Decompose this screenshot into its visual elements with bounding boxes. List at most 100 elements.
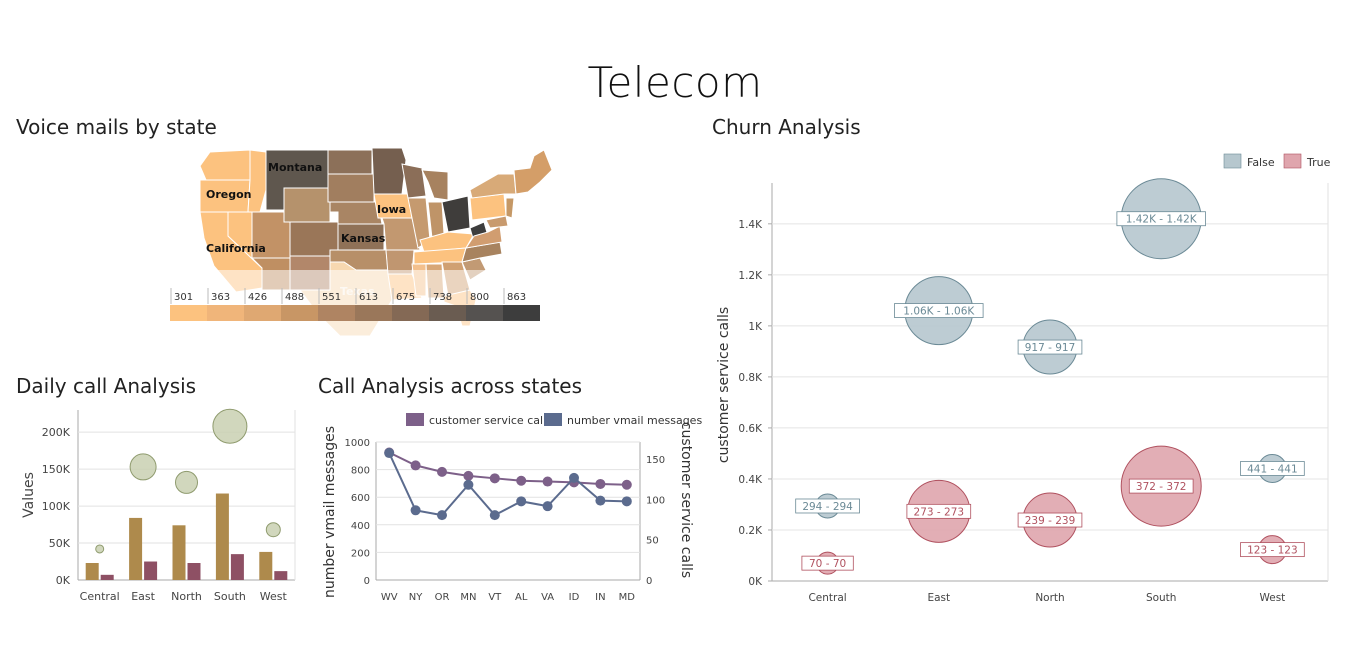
churn-x-tick-label: East [927,592,950,604]
churn-legend-label: True [1306,156,1331,169]
map-legend-swatch [170,305,207,321]
churn-data-label: 273 - 273 [914,506,965,518]
call-states-left-tick-label: 0 [364,576,370,587]
state-south-dakota [327,173,375,203]
call-states-chart: customer service calls number vmail messa… [322,413,702,603]
call-states-x-tick-label: MN [460,592,476,603]
state-wisconsin [401,163,427,199]
call-states-x-tick-label: WV [381,592,398,603]
call-states-point-2 [516,496,527,507]
daily-y-tick-label: 50K [49,537,71,550]
churn-data-label: 372 - 372 [1136,481,1187,493]
churn-legend: False True [1223,153,1331,169]
map-legend-swatch [392,305,429,321]
map-legend-tick-label: 863 [507,292,526,303]
call-states-right-tick-label: 0 [646,576,652,587]
call-states-right-axis-label: customer service calls [678,422,694,578]
churn-x-tick-label: Central [808,592,846,604]
churn-data-label-box [1017,339,1083,355]
churn-data-label-box [1116,211,1206,227]
call-states-point-2 [595,495,606,506]
call-states-legend-label: customer service calls [429,414,552,427]
churn-x-tick-label: North [1035,592,1064,604]
state-maryland [485,215,509,229]
daily-bar-series-2 [187,563,201,580]
call-states-point-1 [489,473,500,484]
map-label-kansas: Kansas [341,232,386,245]
map-legend-swatch [466,305,503,321]
state-ohio [441,195,471,233]
daily-bubble [95,544,105,554]
call-states-point-2 [384,448,395,459]
daily-bar-series-2 [100,574,114,580]
daily-bar-series-2 [274,571,288,580]
call-states-right-tick-label: 150 [646,455,665,466]
churn-y-tick-label: 1.2K [738,270,763,282]
call-states-x-tick-label: VA [541,592,554,603]
daily-y-tick-label: 150K [42,463,71,476]
daily-bar-series-1 [85,563,99,580]
call-states-x-tick-label: MD [619,592,636,603]
state-wyoming [283,187,331,223]
churn-chart: False True 0K 0.2K 0.4K 0.6K 0.8K 1K 1.2K 1.4K Ce… [716,153,1331,604]
call-states-x-tick-label: ID [569,592,580,603]
call-states-legend-label: number vmail messages [567,414,702,427]
state-kentucky [419,231,475,253]
call-states-legend-swatch [406,413,424,426]
call-states-right-tick-label: 100 [646,495,665,506]
churn-y-tick-label: 0.4K [738,474,763,486]
call-states-x-tick-label: OR [435,592,450,603]
state-new-york [469,173,517,199]
call-states-line-2 [388,452,627,517]
call-states-point-2 [569,472,579,483]
daily-bar-series-1 [259,551,273,580]
daily-grid: 0K 50K 100K 150K 200K Central East North South We… [42,410,296,603]
daily-x-tick-label: South [214,590,246,603]
daily-bubble [129,453,157,481]
map-legend-tick-label: 613 [359,292,378,303]
churn-y-tick-label: 0K [748,576,763,588]
call-states-line-1 [388,451,627,486]
call-states-point-1 [437,466,447,477]
state-nebraska [329,201,383,225]
daily-bar-series-2 [230,554,244,580]
daily-y-tick-label: 100K [42,500,71,513]
call-states-point-1 [595,478,606,489]
state-new-jersey [505,197,515,219]
call-states-point-1 [542,476,553,487]
churn-data-label-box [1017,512,1083,528]
map-legend-tick-label: 488 [285,292,304,303]
churn-marks: 294 - 294 1.06K - 1.06K 917 - 917 1.42K - 1… [795,178,1305,575]
map-state-labels: Montana Oregon Iowa Kansas California [206,161,406,255]
churn-x-tick-label: South [1146,592,1177,604]
state-north-dakota [327,149,373,175]
call-states-point-2 [410,505,421,516]
churn-grid: 0K 0.2K 0.4K 0.6K 0.8K 1K 1.2K 1.4K Central East N… [738,183,1329,604]
call-states-point-2 [542,501,553,512]
churn-data-label: 917 - 917 [1025,342,1076,354]
churn-y-axis-label: customer service calls [716,307,732,463]
call-states-left-tick-label: 200 [351,548,370,559]
state-virginia [464,225,503,249]
churn-data-label: 123 - 123 [1247,545,1298,557]
call-states-point-2 [463,479,474,490]
daily-bar-series-1 [129,517,143,580]
map-label-montana: Montana [268,161,322,174]
call-states-x-tick-label: VT [488,592,502,603]
map-label-iowa: Iowa [377,203,406,216]
churn-data-label: 1.06K - 1.06K [903,306,975,318]
daily-marks [85,408,288,580]
map-legend-tick-label: 738 [433,292,452,303]
map-legend-swatch [318,305,355,321]
call-states-point-1 [410,460,421,471]
map-legend-swatch [281,305,318,321]
call-states-legend: customer service calls number vmail messa… [406,413,702,427]
churn-title: Churn Analysis [712,115,861,139]
churn-x-tick-label: West [1259,592,1285,604]
call-states-right-tick-label: 50 [646,536,659,547]
daily-x-tick-label: Central [80,590,120,603]
call-states-point-2 [621,496,632,507]
churn-data-label-box [1240,461,1305,476]
dashboard-title: Telecom [587,58,763,107]
churn-data-label: 239 - 239 [1025,515,1076,527]
